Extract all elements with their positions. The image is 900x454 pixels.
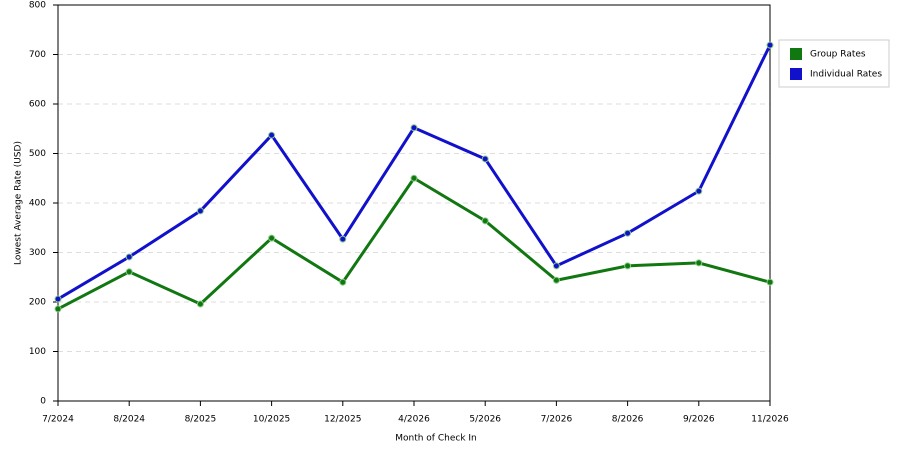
data-point — [196, 300, 204, 308]
x-tick-label: 11/2026 — [751, 415, 789, 425]
data-point — [125, 268, 133, 276]
y-tick-label: 300 — [29, 248, 46, 258]
y-tick-label: 400 — [29, 199, 46, 209]
x-tick-label: 8/2026 — [612, 415, 644, 425]
x-tick-label: 7/2026 — [541, 415, 573, 425]
data-point — [410, 174, 418, 182]
data-point — [268, 131, 276, 139]
x-tick-label: 10/2025 — [253, 415, 290, 425]
data-point — [552, 262, 560, 270]
y-tick-label: 100 — [29, 347, 46, 357]
data-point — [410, 124, 418, 132]
x-tick-label: 8/2025 — [185, 415, 217, 425]
data-point — [481, 155, 489, 163]
y-axis-title: Lowest Average Rate (USD) — [14, 141, 24, 265]
data-point — [125, 253, 133, 261]
x-tick-label: 5/2026 — [469, 415, 501, 425]
data-point — [196, 207, 204, 215]
data-point — [552, 276, 560, 284]
legend-label: Group Rates — [810, 50, 866, 60]
y-tick-label: 200 — [29, 298, 46, 308]
legend-label: Individual Rates — [810, 70, 882, 80]
data-point — [481, 217, 489, 225]
data-point — [54, 305, 62, 313]
x-tick-label: 7/2024 — [42, 415, 74, 425]
y-tick-label: 800 — [29, 1, 46, 11]
y-tick-label: 500 — [29, 149, 46, 159]
series-line — [57, 44, 772, 301]
data-point — [624, 262, 632, 270]
data-point — [695, 259, 703, 267]
data-point — [766, 41, 774, 49]
series-line — [57, 176, 771, 311]
x-tick-label: 8/2024 — [113, 415, 145, 425]
x-tick-label: 9/2026 — [683, 415, 715, 425]
data-point — [766, 278, 774, 286]
data-point — [339, 278, 347, 286]
x-axis-title: Month of Check In — [395, 434, 477, 444]
data-point — [54, 295, 62, 303]
x-tick-label: 4/2026 — [398, 415, 430, 425]
legend-swatch — [790, 68, 802, 80]
data-point — [695, 187, 703, 195]
data-point — [624, 229, 632, 237]
y-tick-label: 600 — [29, 100, 46, 110]
data-point — [339, 235, 347, 243]
data-point — [268, 234, 276, 242]
x-tick-label: 12/2025 — [324, 415, 361, 425]
legend-swatch — [790, 48, 802, 60]
y-tick-label: 700 — [29, 50, 46, 60]
y-tick-label: 0 — [40, 397, 46, 407]
